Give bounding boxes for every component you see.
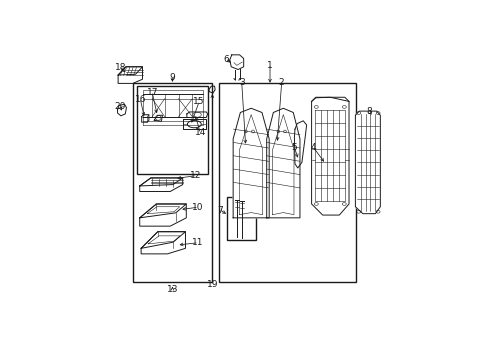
Text: 17: 17 bbox=[146, 88, 158, 97]
Text: 14: 14 bbox=[194, 128, 205, 137]
Polygon shape bbox=[233, 108, 268, 218]
Polygon shape bbox=[355, 111, 380, 214]
Text: 15: 15 bbox=[193, 98, 204, 107]
Bar bbox=[137, 86, 208, 174]
Text: 10: 10 bbox=[191, 203, 203, 212]
Text: 18: 18 bbox=[114, 63, 126, 72]
Text: 7: 7 bbox=[217, 206, 223, 215]
Text: 2: 2 bbox=[278, 78, 284, 87]
Bar bbox=[226, 197, 256, 240]
Text: 20: 20 bbox=[114, 102, 125, 111]
Text: 4: 4 bbox=[310, 144, 316, 153]
Text: 5: 5 bbox=[291, 143, 297, 152]
Text: 13: 13 bbox=[166, 285, 178, 294]
Text: 6: 6 bbox=[223, 55, 228, 64]
Text: 3: 3 bbox=[238, 78, 244, 87]
Text: 12: 12 bbox=[190, 171, 201, 180]
Text: 9: 9 bbox=[169, 72, 175, 81]
Polygon shape bbox=[266, 108, 299, 218]
Polygon shape bbox=[311, 97, 348, 215]
Text: 8: 8 bbox=[366, 107, 371, 116]
Text: 11: 11 bbox=[191, 238, 203, 247]
Text: 16: 16 bbox=[134, 95, 146, 104]
Text: 19: 19 bbox=[206, 280, 218, 289]
Text: 1: 1 bbox=[266, 61, 272, 70]
Bar bbox=[133, 84, 211, 282]
Bar bbox=[218, 84, 355, 282]
